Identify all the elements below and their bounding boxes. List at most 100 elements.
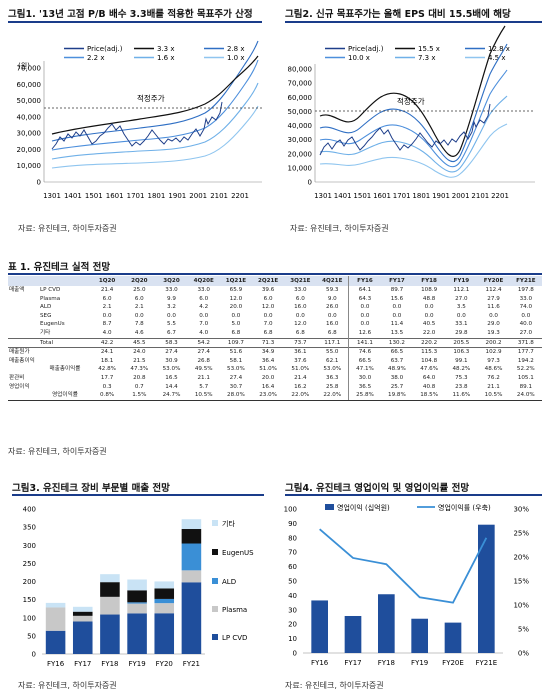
table-cell: 36.5 — [348, 382, 381, 392]
fig2-y-tick: 30,000 — [288, 136, 313, 144]
table-cell: 기타 — [40, 329, 51, 336]
fig2-x-tick: 2201 — [491, 192, 509, 200]
table-cell: 49.5% — [194, 366, 213, 373]
table-cell: 4.0 — [102, 329, 112, 336]
table-cell: 112.4 — [485, 287, 502, 293]
fig1-x-tick: 2101 — [210, 192, 228, 200]
fig4-chart: 0 10 20 30 40 50 60 70 80 90 100 0% 5% 10% 15% 20% 25% 30… — [284, 503, 530, 667]
table-cell: 99.1 — [455, 357, 468, 364]
fig1-chart: (원) 70,000 60,000 50,000 40,000 30,000 20,000… — [17, 40, 262, 200]
table-cell: 45.5 — [123, 337, 156, 348]
table-cell: 53.0% — [162, 366, 181, 373]
table-cell: 0.0 — [348, 320, 381, 329]
fig2-band-45x — [319, 123, 508, 178]
table-cell: 51.0% — [259, 366, 277, 373]
fig1-title-rule — [8, 21, 262, 23]
table-cell: 33.0 — [197, 287, 210, 293]
table-cell: 0.0 — [348, 311, 381, 321]
table-row: 매출액 LP CVD 21.4 25.0 33.0 33.0 65.9 39.6 33.0 59.… — [8, 286, 542, 295]
table-cell: 7.8 — [134, 321, 144, 328]
fig2-x-tick: 1401 — [334, 192, 352, 200]
table-cell: 130.2 — [380, 337, 414, 348]
table-cell: 2.1 — [102, 304, 112, 311]
table-cell: 21.1 — [197, 374, 210, 381]
table-cell: 21.1 — [487, 383, 500, 390]
fig4-y-tick: 70 — [288, 549, 297, 557]
table-cell: 102.9 — [477, 347, 510, 357]
table-cell: 4.2 — [199, 304, 209, 311]
fig3-x-tick: FY16 — [47, 660, 65, 668]
fig2-legend-label: 7.3 x — [418, 54, 436, 62]
table-cell: 6.0 — [134, 295, 144, 302]
table-cell: 62.1 — [326, 357, 339, 364]
table-cell: SEG — [40, 312, 52, 319]
fig2-x-tick: 2001 — [452, 192, 470, 200]
table-cell: 20.8 — [133, 374, 146, 381]
table-cell: 24.1 — [91, 347, 124, 357]
fig4-x-tick: FY20E — [442, 659, 464, 667]
fig4-y-tick: 100 — [284, 506, 297, 514]
fig3-bar-segment — [72, 615, 93, 622]
table-header-cell: FY20E — [477, 276, 510, 286]
table-header-cell: 1Q21E — [219, 276, 253, 286]
table-cell: 36.3 — [326, 374, 339, 381]
table-row: 매출총이익률 42.8% 47.3% 53.0% 49.5% 53.0% 51.0% 51.0… — [8, 365, 542, 374]
table-cell: 11.6 — [487, 304, 500, 311]
fig4-y2-tick: 15% — [513, 578, 529, 586]
fig1-y-tick: 50,000 — [17, 97, 42, 105]
table-cell: 4.6 — [134, 329, 144, 336]
fig4-y2-tick: 20% — [513, 554, 529, 562]
table-cell: 0.0 — [489, 312, 498, 319]
fig3-bar-segment — [100, 614, 120, 654]
fig3-chart: 0 50 100 150 200 250 300 350 400 FY16 FY17 FY18 FY19… — [23, 506, 255, 669]
fig3-legend-swatch — [212, 520, 218, 526]
fig3-bar-segment — [154, 581, 175, 589]
fig1-price-line — [51, 101, 223, 150]
fig3-bar-segment — [154, 613, 175, 654]
table-cell: 64.0 — [422, 374, 436, 381]
fig4-margin-line — [319, 528, 488, 604]
fig3-title: 그림3. 유진테크 장비 부문별 매출 전망 — [12, 483, 170, 494]
fig3-legend-swatch — [212, 634, 218, 640]
fig1-x-tick: 1701 — [127, 192, 145, 200]
fig3-x-tick: FY21 — [183, 660, 200, 668]
table-cell: 판관비 — [9, 374, 25, 381]
fig1-x-tick: 2201 — [231, 192, 249, 200]
fig4-bar — [344, 615, 362, 653]
fig1-y-tick: 30,000 — [17, 130, 42, 138]
fig3-x-tick: FY17 — [74, 660, 91, 668]
table-header-cell: 4Q21E — [316, 276, 349, 286]
fig2-band-10x — [319, 69, 508, 168]
table-cell: 30.9 — [165, 357, 178, 364]
table-cell: 55.0 — [316, 347, 349, 357]
table-row: ALD 2.1 2.1 3.2 4.2 20.0 12.0 16.0 26.0 0.0 0.0 0.0… — [8, 303, 542, 312]
table-cell: 4.0 — [199, 329, 209, 336]
table-cell: 27.4 — [187, 347, 220, 357]
table-cell: 89.7 — [390, 287, 404, 293]
fig4-y-tick: 80 — [288, 534, 297, 542]
table-cell: 40.8 — [422, 383, 436, 390]
table-cell: 36.4 — [261, 357, 275, 364]
table-cell: 27.9 — [487, 295, 500, 302]
fig1-band-22x — [51, 59, 259, 151]
table-cell: 0.8% — [91, 391, 124, 401]
table-cell: 105.1 — [517, 374, 534, 381]
table-cell: 177.7 — [509, 347, 542, 357]
fig2-y-tick: 20,000 — [288, 150, 313, 158]
fig3-bar-segment — [181, 570, 202, 583]
fig3-bar-segment — [181, 582, 202, 654]
table-cell: 66.5 — [380, 347, 414, 357]
table-cell: 37.6 — [294, 357, 307, 364]
table-cell: 0.0 — [392, 304, 402, 311]
table-cell: 42.8% — [98, 366, 116, 373]
table-cell: 23.0% — [252, 391, 285, 401]
fig2-band-155x — [319, 25, 506, 157]
table-cell: 9.9 — [167, 295, 176, 302]
table-title: 표 1. 유진테크 실적 전망 — [8, 262, 111, 273]
fig2-band-128x — [319, 43, 508, 162]
table-cell: 108.9 — [421, 287, 438, 293]
table-cell: 38.0 — [390, 374, 404, 381]
table-cell: 15.6 — [390, 295, 404, 302]
fig1-x-tick: 1301 — [43, 192, 61, 200]
table-cell: 10.5% — [187, 391, 220, 401]
